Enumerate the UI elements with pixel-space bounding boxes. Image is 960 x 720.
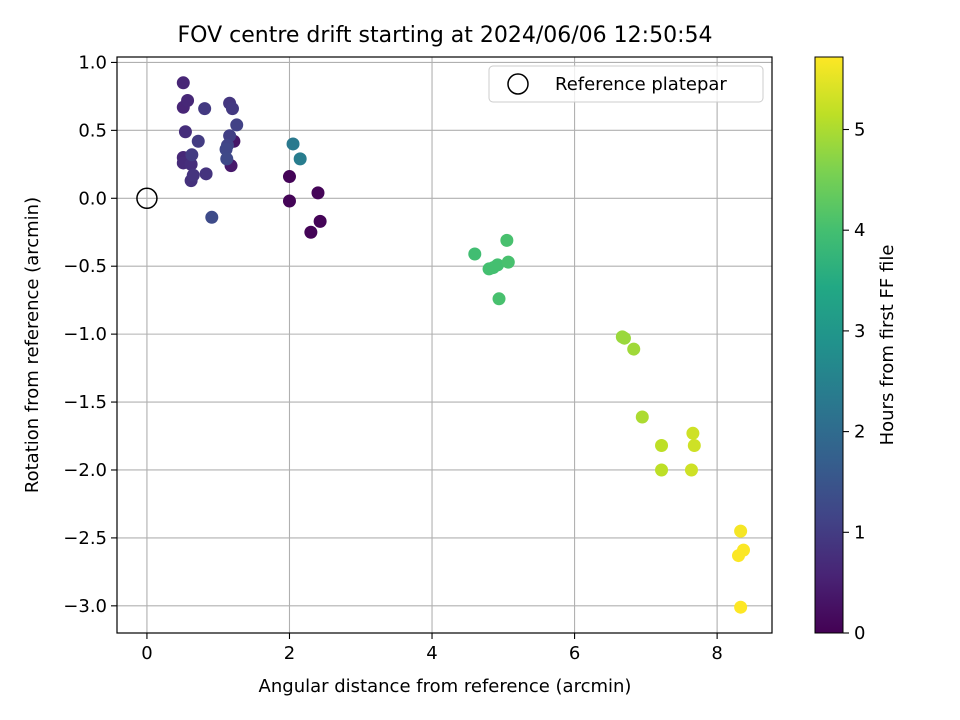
data-point: [181, 93, 195, 107]
data-point: [282, 194, 296, 208]
colorbar-tick-label: 1: [854, 522, 865, 543]
data-point: [293, 152, 307, 166]
data-point: [492, 292, 506, 306]
x-tick-label: 4: [426, 643, 437, 664]
data-point: [655, 463, 669, 477]
x-tick-label: 8: [711, 643, 722, 664]
data-point: [313, 214, 327, 228]
y-tick-label: −2.0: [63, 460, 107, 481]
data-point: [191, 134, 205, 148]
y-tick-label: 0.0: [78, 188, 107, 209]
chart-title: FOV centre drift starting at 2024/06/06 …: [178, 23, 713, 48]
data-point: [205, 210, 219, 224]
colorbar-label: Hours from first FF file: [877, 245, 898, 446]
data-point: [178, 125, 192, 139]
data-point: [184, 157, 198, 171]
y-tick-label: −0.5: [63, 256, 107, 277]
x-tick-label: 6: [569, 643, 580, 664]
y-tick-label: −3.0: [63, 596, 107, 617]
y-axis-ticks: 1.0 0.5 0.0 −0.5 −1.0 −1.5 −2.0 −2.5 −3.0: [63, 52, 117, 617]
x-tick-label: 0: [141, 643, 152, 664]
data-points: [176, 76, 750, 614]
y-axis-label: Rotation from reference (arcmin): [22, 197, 43, 493]
y-tick-label: −2.5: [63, 528, 107, 549]
data-point: [176, 76, 190, 90]
data-point: [468, 247, 482, 261]
data-point: [219, 142, 233, 156]
data-point: [282, 170, 296, 184]
data-point: [198, 102, 212, 116]
grid-lines: [117, 57, 772, 633]
colorbar-tick-label: 3: [854, 321, 865, 342]
legend-label-reference: Reference platepar: [555, 74, 727, 95]
data-point: [230, 118, 244, 132]
legend-box: [488, 65, 764, 103]
data-point: [186, 168, 200, 182]
plot-frame: [116, 56, 773, 634]
data-point: [684, 463, 698, 477]
y-tick-label: 0.5: [78, 120, 107, 141]
data-point: [185, 148, 199, 162]
y-tick-label: 1.0: [78, 52, 107, 73]
data-point: [491, 258, 505, 272]
data-point: [304, 225, 318, 239]
data-point: [311, 186, 325, 200]
colorbar-tick-label: 2: [854, 422, 865, 443]
y-tick-label: −1.5: [63, 392, 107, 413]
colorbar-ticks: 0 1 2 3 4 5: [843, 120, 865, 644]
data-point: [501, 255, 515, 269]
data-point: [220, 152, 234, 166]
y-tick-label: −1.0: [63, 324, 107, 345]
x-axis-label: Angular distance from reference (arcmin): [259, 676, 632, 697]
colorbar-tick-label: 4: [854, 220, 865, 241]
data-point: [687, 439, 701, 453]
data-point: [199, 167, 213, 181]
x-axis-ticks: 0 2 4 6 8: [141, 633, 723, 664]
data-point: [617, 331, 631, 345]
data-point: [734, 600, 748, 614]
data-point: [655, 439, 669, 453]
data-point: [627, 342, 641, 356]
legend: Reference platepar: [488, 65, 764, 103]
colorbar-tick-label: 0: [854, 623, 865, 644]
x-tick-label: 2: [284, 643, 295, 664]
data-point: [732, 549, 746, 563]
legend-marker-reference: [507, 73, 529, 95]
data-point: [635, 410, 649, 424]
data-point: [500, 233, 514, 247]
data-point: [225, 102, 239, 116]
data-point: [286, 137, 300, 151]
colorbar: [814, 56, 844, 634]
reference-marker-group: [136, 187, 158, 210]
data-point: [734, 524, 748, 538]
data-point: [686, 426, 700, 440]
reference-platepar-marker: [136, 187, 158, 210]
colorbar-tick-label: 5: [854, 120, 865, 141]
